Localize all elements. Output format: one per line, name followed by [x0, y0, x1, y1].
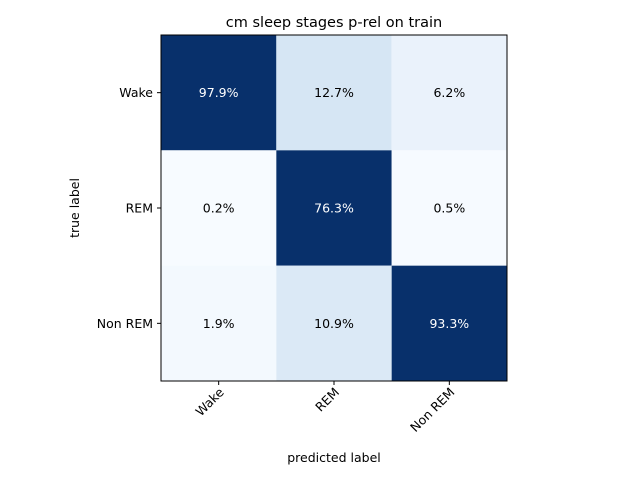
heatmap-cell [276, 150, 392, 266]
y-tick-label: REM [126, 201, 153, 216]
heatmap-cell [161, 35, 277, 151]
y-tick-label: Wake [119, 85, 153, 100]
x-tick-label: Non REM [407, 385, 457, 435]
cell-value-label: 1.9% [203, 316, 235, 331]
x-axis-ticks: Wake REM Non REM [192, 381, 457, 435]
cell-value-label: 12.7% [314, 85, 354, 100]
heatmap-cell [276, 265, 392, 381]
cell-value-label: 93.3% [429, 316, 469, 331]
y-tick-label: Non REM [97, 316, 153, 331]
cell-value-label: 0.2% [203, 201, 235, 216]
heatmap-cell [161, 150, 277, 266]
x-tick-label: Wake [192, 384, 227, 419]
heatmap-cell [276, 35, 392, 151]
x-axis-label: predicted label [287, 450, 381, 465]
heatmap-cell [391, 35, 507, 151]
heatmap-cell [391, 265, 507, 381]
heatmap-cells: 97.9% 12.7% 6.2% 0.2% 76.3% 0.5% 1.9% 10.9% 93.3… [161, 35, 507, 381]
y-axis-label: true label [67, 178, 82, 238]
cell-value-label: 6.2% [433, 85, 465, 100]
x-tick-label: REM [312, 385, 342, 415]
heatmap-cell [161, 265, 277, 381]
chart-title: cm sleep stages p-rel on train [226, 15, 442, 31]
heatmap-cell [391, 150, 507, 266]
cell-value-label: 0.5% [433, 201, 465, 216]
y-axis-ticks: Wake REM Non REM [97, 85, 161, 331]
cell-value-label: 97.9% [199, 85, 239, 100]
cell-value-label: 76.3% [314, 201, 354, 216]
cell-value-label: 10.9% [314, 316, 354, 331]
